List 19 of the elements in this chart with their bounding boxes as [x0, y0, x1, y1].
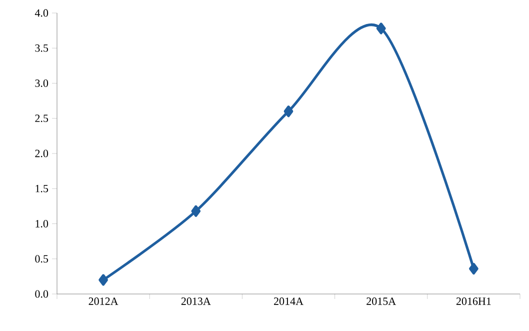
- y-tick-label: 1.5: [36, 184, 48, 192]
- y-tick-label: 4.0: [34, 9, 48, 17]
- point: [98, 274, 108, 286]
- x-tick-label: 2015A: [366, 298, 396, 305]
- point: [469, 262, 478, 274]
- y-tick-label: 0.5: [35, 255, 48, 263]
- y-tick-label: 3.0: [35, 80, 48, 87]
- y-tick-label: 0.0: [35, 290, 48, 298]
- y-tick-label: 1.0: [36, 220, 48, 228]
- y-tick-label: 2.5: [35, 114, 48, 122]
- point: [191, 205, 201, 217]
- point: [376, 22, 386, 34]
- x-tick-label: 2012A: [88, 298, 118, 305]
- x-tick-label: 2014A: [274, 298, 304, 305]
- point: [284, 106, 294, 118]
- x-tick-label: 2016H1: [456, 298, 491, 305]
- x-tick-label: 2013A: [181, 298, 211, 305]
- y-tick-label: 2.0: [35, 150, 48, 158]
- y-tick-label: 3.5: [35, 44, 48, 52]
